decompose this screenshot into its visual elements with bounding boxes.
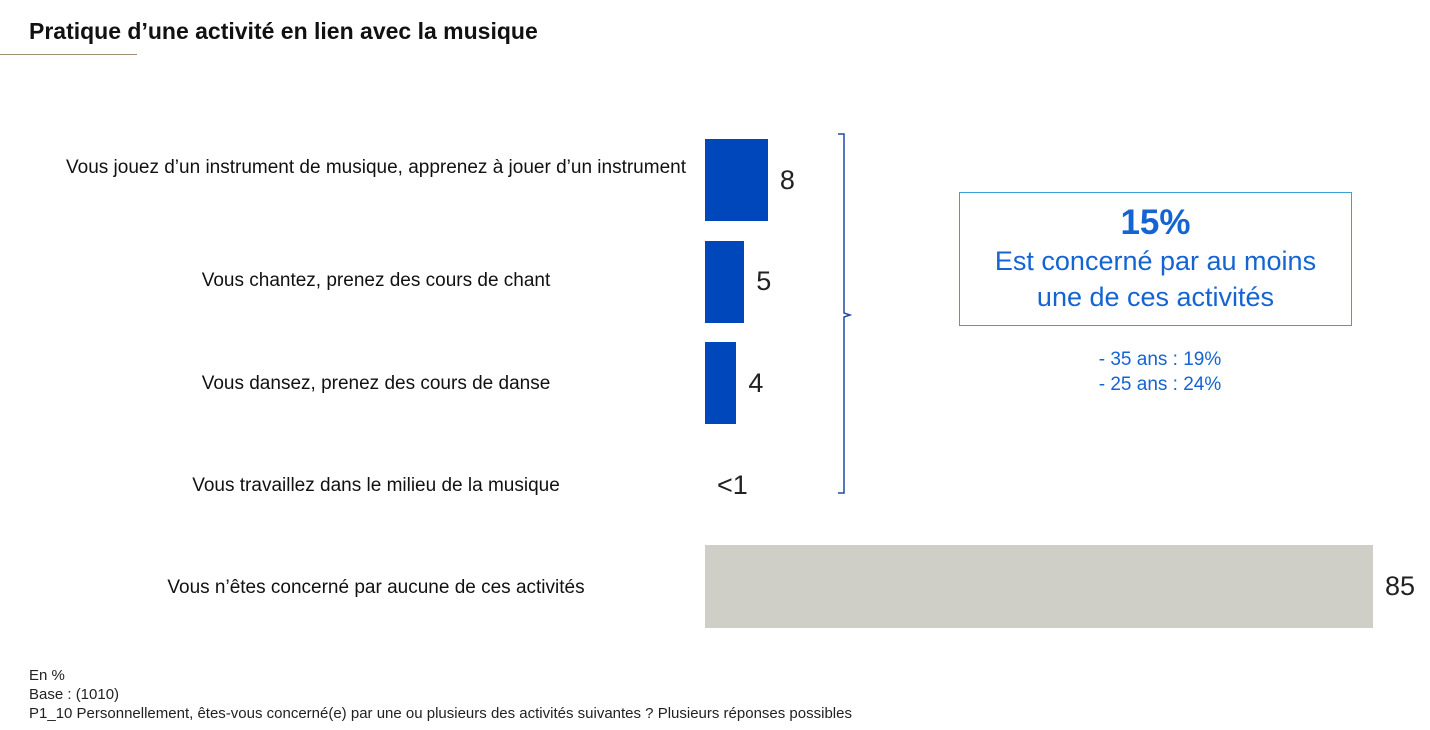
title-underline	[0, 54, 137, 55]
bar-danse	[705, 342, 737, 424]
summary-text-line2: une de ces activités	[1036, 282, 1275, 312]
category-label-aucune: Vous n’êtes concerné par aucune de ces a…	[167, 577, 585, 598]
footnote-unit: En %	[29, 667, 65, 684]
value-label-aucune: 85	[1385, 571, 1416, 601]
value-label-instrument: 8	[779, 165, 795, 195]
category-label-danse: Vous dansez, prenez des cours de danse	[201, 373, 551, 394]
value-label-travail: <1	[717, 470, 748, 500]
footnote-question: P1_10 Personnellement, êtes-vous concern…	[29, 705, 852, 722]
page-title: Pratique d’une activité en lien avec la …	[29, 18, 538, 44]
bar-aucune	[705, 545, 1373, 628]
footnote-base: Base : (1010)	[29, 686, 120, 703]
summary-box: 15% Est concerné par au moins une de ces…	[959, 192, 1352, 326]
summary-note-25: - 25 ans : 24%	[1098, 374, 1222, 395]
bar-chant	[705, 241, 745, 323]
summary-percent: 15%	[1120, 203, 1191, 242]
value-label-danse: 4	[748, 368, 764, 398]
category-label-instrument: Vous jouez d’un instrument de musique, a…	[66, 157, 686, 178]
bar-instrument	[705, 139, 768, 221]
summary-text-line1: Est concerné par au moins	[994, 246, 1317, 276]
category-label-travail: Vous travaillez dans le milieu de la mus…	[192, 475, 560, 496]
value-label-chant: 5	[756, 266, 772, 296]
summary-note-35: - 35 ans : 19%	[1098, 349, 1222, 370]
bracket-path	[838, 133, 853, 494]
category-label-chant: Vous chantez, prenez des cours de chant	[201, 270, 551, 291]
